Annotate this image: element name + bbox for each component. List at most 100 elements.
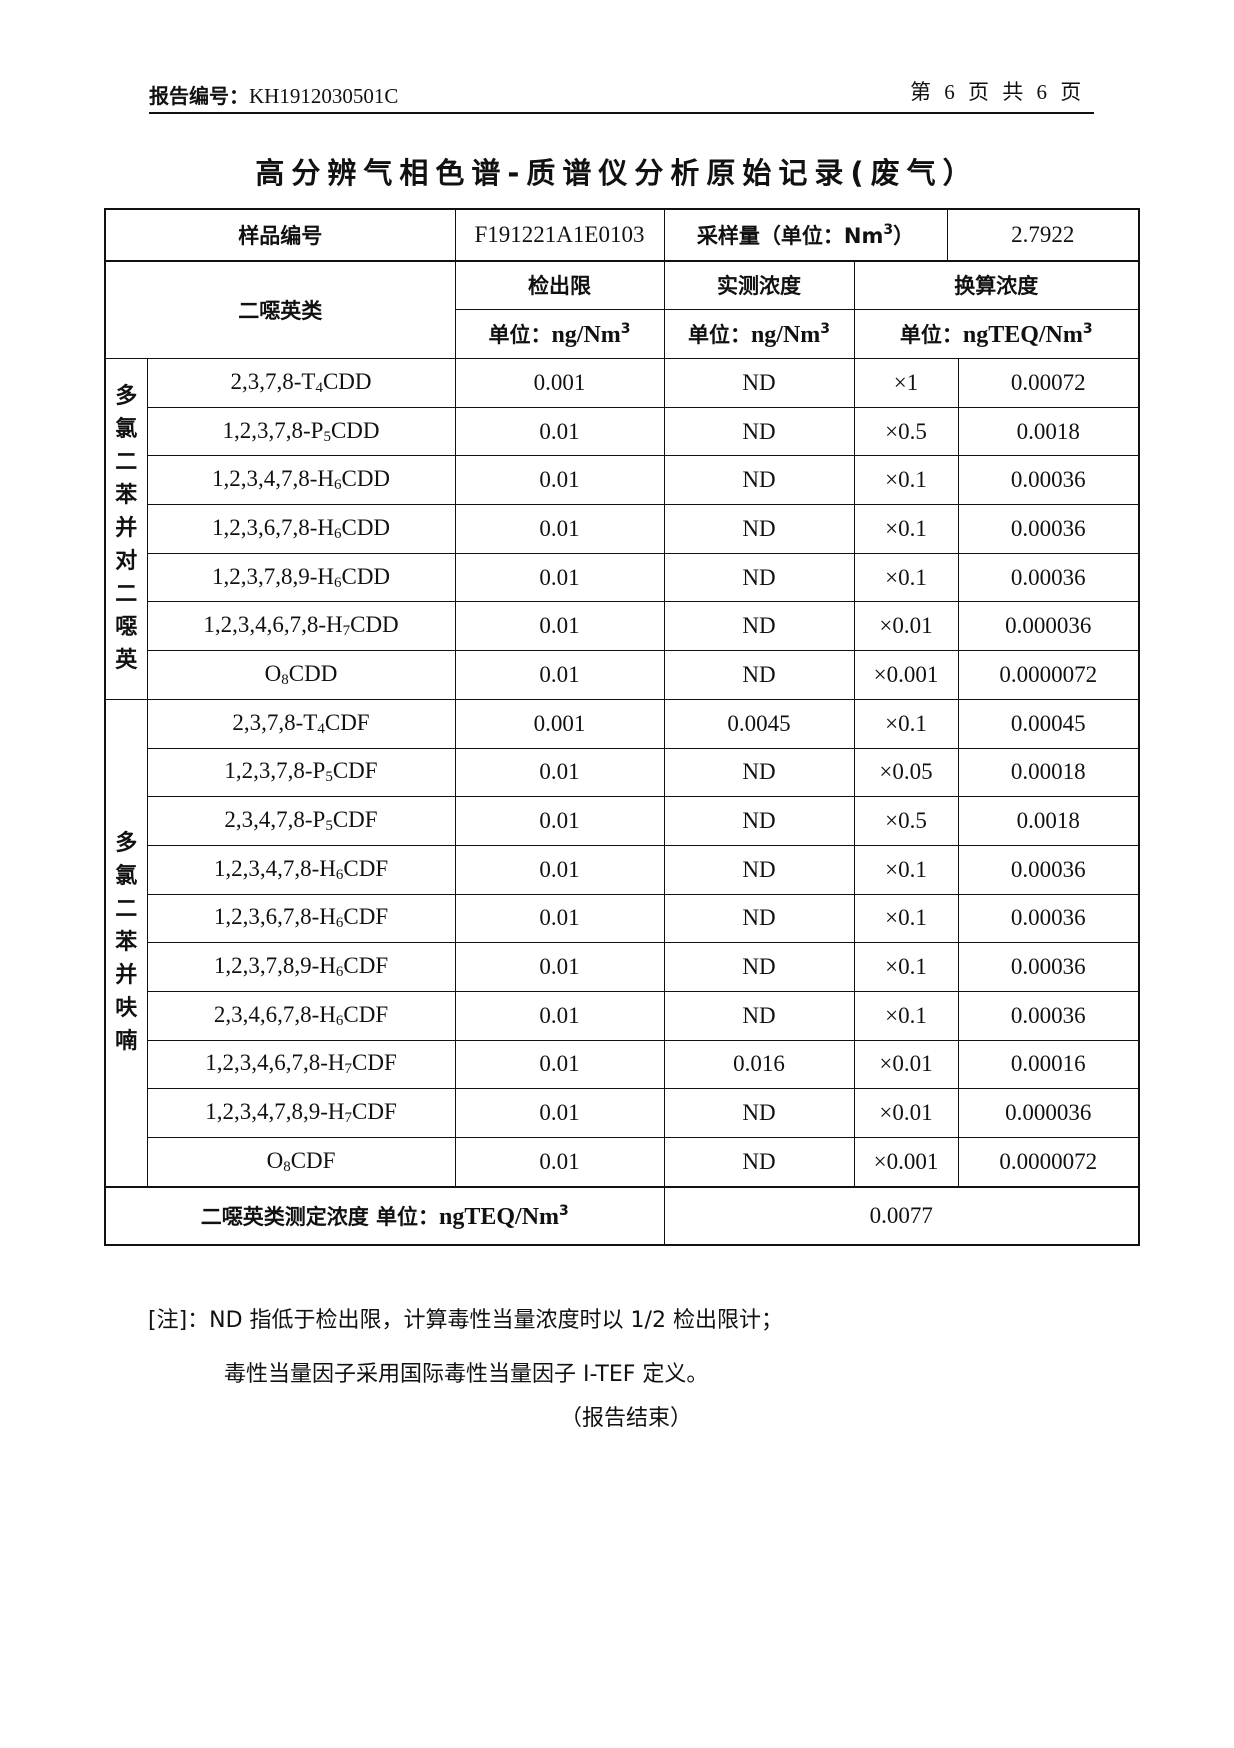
measured-cell: ND — [663, 358, 855, 408]
tef-cell: ×0.001 — [853, 650, 959, 700]
compound-name: 1,2,3,4,6,7,8-H7CDF — [146, 1039, 456, 1090]
compound-name: 1,2,3,7,8-P5CDF — [146, 747, 456, 798]
group-label: 多氯二苯并呋喃 — [104, 698, 148, 1188]
compound-name: 2,3,7,8-T4CDF — [146, 698, 456, 749]
measured-cell: 0.0045 — [663, 698, 855, 749]
note-line-2: 毒性当量因子采用国际毒性当量因子 I-TEF 定义。 — [224, 1362, 709, 1387]
tef-cell: ×0.5 — [853, 796, 959, 846]
tef-cell: ×1 — [853, 358, 959, 408]
group-label: 多氯二苯并对二噁英 — [104, 358, 148, 700]
table-row: 1,2,3,7,8,9-H6CDD 0.01 ND ×0.1 0.00036 — [105, 552, 1140, 603]
compound-name: 1,2,3,4,7,8-H6CDD — [146, 455, 456, 506]
measured-unit: 单位：ng/Nm3 — [663, 309, 855, 359]
measured-cell: ND — [663, 455, 855, 506]
table-row: 2,3,4,6,7,8-H6CDF 0.01 ND ×0.1 0.00036 — [105, 990, 1140, 1041]
tef-cell: ×0.1 — [853, 893, 959, 944]
tef-cell: ×0.05 — [853, 747, 959, 798]
detection-limit-cell: 0.01 — [454, 990, 665, 1041]
teq-cell: 0.00018 — [957, 747, 1140, 798]
compound-name: 1,2,3,7,8-P5CDD — [146, 406, 456, 457]
table-row: 1,2,3,4,6,7,8-H7CDF 0.01 0.016 ×0.01 0.00016 — [105, 1039, 1140, 1090]
teq-cell: 0.00036 — [957, 455, 1140, 506]
measured-cell: ND — [663, 552, 855, 603]
detection-limit-cell: 0.01 — [454, 601, 665, 652]
teq-cell: 0.0018 — [957, 406, 1140, 457]
tef-cell: ×0.1 — [853, 552, 959, 603]
converted-unit: 单位：ngTEQ/Nm3 — [853, 309, 1140, 359]
compound-name: 1,2,3,6,7,8-H6CDF — [146, 893, 456, 944]
tef-cell: ×0.1 — [853, 504, 959, 554]
teq-cell: 0.0000072 — [957, 650, 1140, 700]
table-row: 1,2,3,4,7,8-H6CDD 0.01 ND ×0.1 0.00036 — [105, 455, 1140, 506]
tef-cell: ×0.1 — [853, 455, 959, 506]
compound-name: 1,2,3,4,7,8-H6CDF — [146, 844, 456, 895]
measured-cell: ND — [663, 650, 855, 700]
teq-cell: 0.0000072 — [957, 1136, 1140, 1188]
report-number-value: KH1912030501C — [249, 84, 399, 108]
teq-cell: 0.00016 — [957, 1039, 1140, 1090]
table-row: 1,2,3,7,8,9-H6CDF 0.01 ND ×0.1 0.00036 — [105, 942, 1140, 992]
total-value: 0.0077 — [663, 1185, 1140, 1246]
compound-name: 1,2,3,6,7,8-H6CDD — [146, 504, 456, 554]
tef-cell: ×0.001 — [853, 1136, 959, 1188]
teq-cell: 0.00036 — [957, 990, 1140, 1041]
compound-name: 1,2,3,4,6,7,8-H7CDD — [146, 601, 456, 652]
converted-header: 换算浓度 — [853, 260, 1140, 310]
detection-limit-cell: 0.01 — [454, 406, 665, 457]
measured-cell: 0.016 — [663, 1039, 855, 1090]
detection-limit-cell: 0.01 — [454, 504, 665, 554]
header-divider — [149, 112, 1094, 114]
table-row: 1,2,3,4,7,8,9-H7CDF 0.01 ND ×0.01 0.000036 — [105, 1088, 1140, 1138]
measured-cell: ND — [663, 942, 855, 992]
tef-cell: ×0.1 — [853, 990, 959, 1041]
table-row: O8CDF 0.01 ND ×0.001 0.0000072 — [105, 1136, 1140, 1188]
report-number: 报告编号：KH1912030501C — [149, 80, 398, 109]
measured-cell: ND — [663, 796, 855, 846]
table-row: 1,2,3,4,7,8-H6CDF 0.01 ND ×0.1 0.00036 — [105, 844, 1140, 895]
detection-limit-cell: 0.01 — [454, 1039, 665, 1090]
table-row: 1,2,3,4,6,7,8-H7CDD 0.01 ND ×0.01 0.000036 — [105, 601, 1140, 652]
detection-limit-cell: 0.01 — [454, 796, 665, 846]
tef-cell: ×0.5 — [853, 406, 959, 457]
total-row: 二噁英类测定浓度 单位：ngTEQ/Nm3 0.0077 — [104, 1185, 1140, 1246]
tef-cell: ×0.01 — [853, 1039, 959, 1090]
compound-name: O8CDF — [146, 1136, 456, 1188]
measured-cell: ND — [663, 1088, 855, 1138]
measured-cell: ND — [663, 844, 855, 895]
sample-info-table: 样品编号 F191221A1E0103 采样量（单位：Nm3） 2.7922 — [104, 208, 1140, 262]
sample-id-label: 样品编号 — [104, 208, 456, 262]
detection-limit-cell: 0.01 — [454, 552, 665, 603]
table-row: 多氯二苯并对二噁英 2,3,7,8-T4CDD 0.001 ND ×1 0.00072 — [104, 358, 1140, 700]
tef-cell: ×0.1 — [853, 942, 959, 992]
page-title: 高分辨气相色谱-质谱仪分析原始记录(废气） — [255, 156, 979, 190]
teq-cell: 0.00072 — [957, 358, 1140, 408]
teq-cell: 0.000036 — [957, 1088, 1140, 1138]
compound-name: 2,3,7,8-T4CDD — [146, 358, 456, 408]
teq-cell: 0.00036 — [957, 552, 1140, 603]
table-row: 1,2,3,7,8-P5CDF 0.01 ND ×0.05 0.00018 — [105, 747, 1140, 798]
detection-limit-cell: 0.01 — [454, 893, 665, 944]
table-row: O8CDD 0.01 ND ×0.001 0.0000072 — [105, 650, 1140, 700]
tef-cell: ×0.01 — [853, 601, 959, 652]
compound-name: O8CDD — [146, 650, 456, 700]
tef-cell: ×0.1 — [853, 698, 959, 749]
compound-name: 1,2,3,7,8,9-H6CDD — [146, 552, 456, 603]
sample-volume-value: 2.7922 — [946, 208, 1140, 262]
detection-limit-cell: 0.01 — [454, 747, 665, 798]
results-table: 二噁英类 检出限 实测浓度 换算浓度 单位：ng/Nm3 单位：ng/Nm3 单… — [104, 260, 1140, 1246]
teq-cell: 0.00036 — [957, 504, 1140, 554]
detection-limit-header: 检出限 — [454, 260, 665, 310]
detection-limit-unit: 单位：ng/Nm3 — [454, 309, 665, 359]
compound-header: 二噁英类 — [104, 260, 456, 359]
table-row: 1,2,3,7,8-P5CDD 0.01 ND ×0.5 0.0018 — [105, 406, 1140, 457]
detection-limit-cell: 0.01 — [454, 942, 665, 992]
table-row: 2,3,4,7,8-P5CDF 0.01 ND ×0.5 0.0018 — [105, 796, 1140, 846]
compound-name: 1,2,3,7,8,9-H6CDF — [146, 942, 456, 992]
page-info: 第 6 页 共 6 页 — [910, 80, 1086, 104]
measured-header: 实测浓度 — [663, 260, 855, 310]
compound-name: 1,2,3,4,7,8,9-H7CDF — [146, 1088, 456, 1138]
note-line-1: [注]：ND 指低于检出限，计算毒性当量浓度时以 1/2 检出限计； — [148, 1308, 783, 1333]
teq-cell: 0.00036 — [957, 942, 1140, 992]
measured-cell: ND — [663, 893, 855, 944]
sample-volume-label: 采样量（单位：Nm3） — [663, 208, 948, 262]
